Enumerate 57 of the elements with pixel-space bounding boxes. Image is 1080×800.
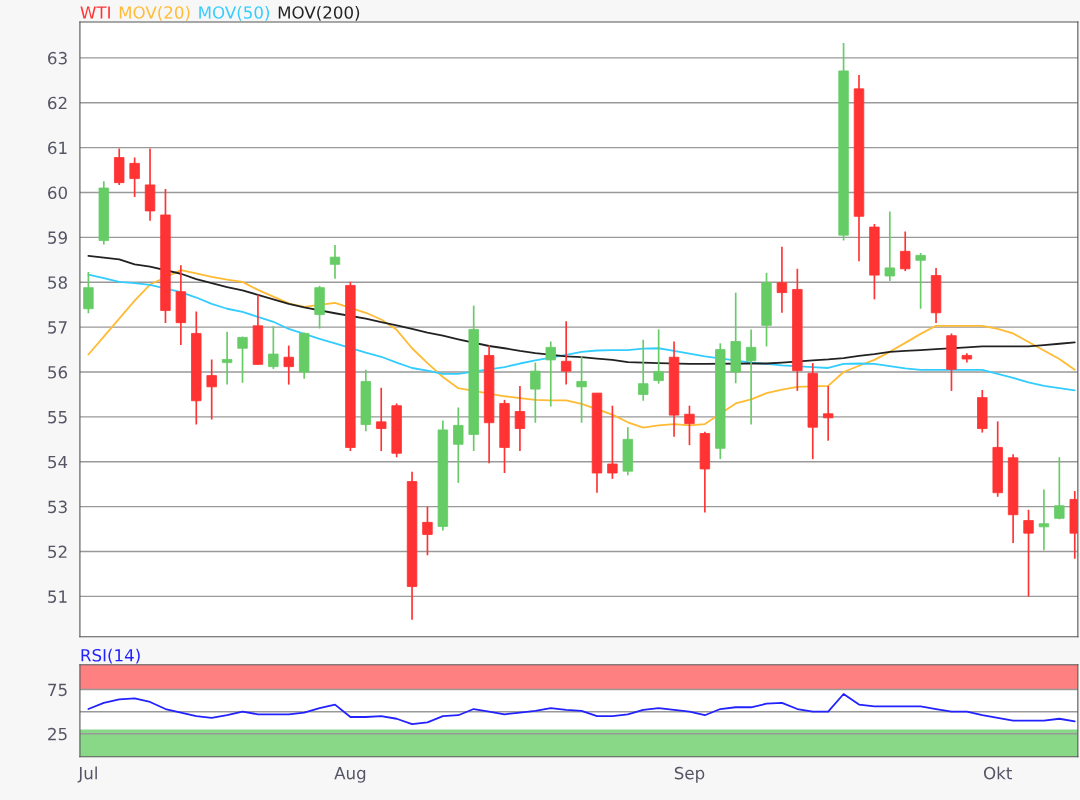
line-series: [87, 254, 1076, 365]
candlestick: [206, 358, 217, 421]
text: RSI(14): [81, 648, 140, 664]
candlestick: [915, 252, 926, 310]
y-tick-label: 56: [48, 365, 68, 379]
y-tick-label: 52: [48, 545, 67, 559]
x-tick-label: Aug: [334, 767, 366, 783]
y-tick-label: 59: [48, 231, 67, 244]
y-tick-label: 25: [48, 727, 67, 741]
y-tick-label: 62: [48, 96, 67, 110]
candlestick: [221, 330, 233, 386]
candlestick: [83, 271, 94, 315]
x-tick-label: Okt: [983, 766, 1012, 780]
text: WTI: [80, 6, 110, 19]
candlestick: [1023, 508, 1034, 598]
candlestick: [560, 320, 572, 386]
candlestick: [576, 355, 587, 424]
y-tick-label: 61: [48, 141, 67, 155]
candlestick: [283, 344, 294, 386]
candlestick: [776, 245, 788, 314]
candlestick: [422, 505, 433, 556]
candlestick: [638, 338, 649, 402]
y-tick-label: 58: [48, 276, 67, 289]
candlestick: [329, 244, 341, 280]
y-tick-label: 55: [48, 411, 67, 424]
candlestick: [1038, 488, 1050, 552]
text: MOV(200): [278, 5, 360, 21]
text: MOV(20): [119, 5, 190, 21]
candlestick: [1054, 456, 1065, 521]
candlestick: [884, 210, 896, 282]
candlestick: [514, 385, 526, 452]
candlestick: [607, 404, 618, 480]
y-tick-label: 57: [48, 321, 67, 334]
y-tick-label: 75: [48, 683, 67, 697]
candlestick: [237, 335, 248, 384]
line-series: [87, 693, 1076, 725]
y-tick-label: 60: [48, 186, 68, 200]
y-tick-label: 51: [48, 590, 67, 603]
y-tick-label: 54: [48, 455, 68, 469]
y-tick-label: 53: [48, 500, 67, 514]
x-tick-label: Jul: [77, 766, 97, 783]
candlestick: [129, 156, 140, 198]
y-tick-label: 63: [48, 51, 67, 65]
candlestick: [453, 406, 464, 484]
candlestick: [545, 340, 556, 408]
candlestick: [684, 404, 695, 447]
candlestick: [900, 230, 911, 272]
candlestick: [822, 385, 834, 442]
candlestick: [530, 361, 541, 424]
candlestick: [653, 328, 664, 385]
candlestick: [268, 325, 279, 370]
line-series: [87, 269, 1076, 429]
line-series: [87, 273, 1076, 392]
candlestick: [745, 328, 757, 426]
x-tick-label: Sep: [674, 766, 705, 783]
text: MOV(50): [199, 5, 270, 21]
candlestick: [376, 386, 387, 452]
